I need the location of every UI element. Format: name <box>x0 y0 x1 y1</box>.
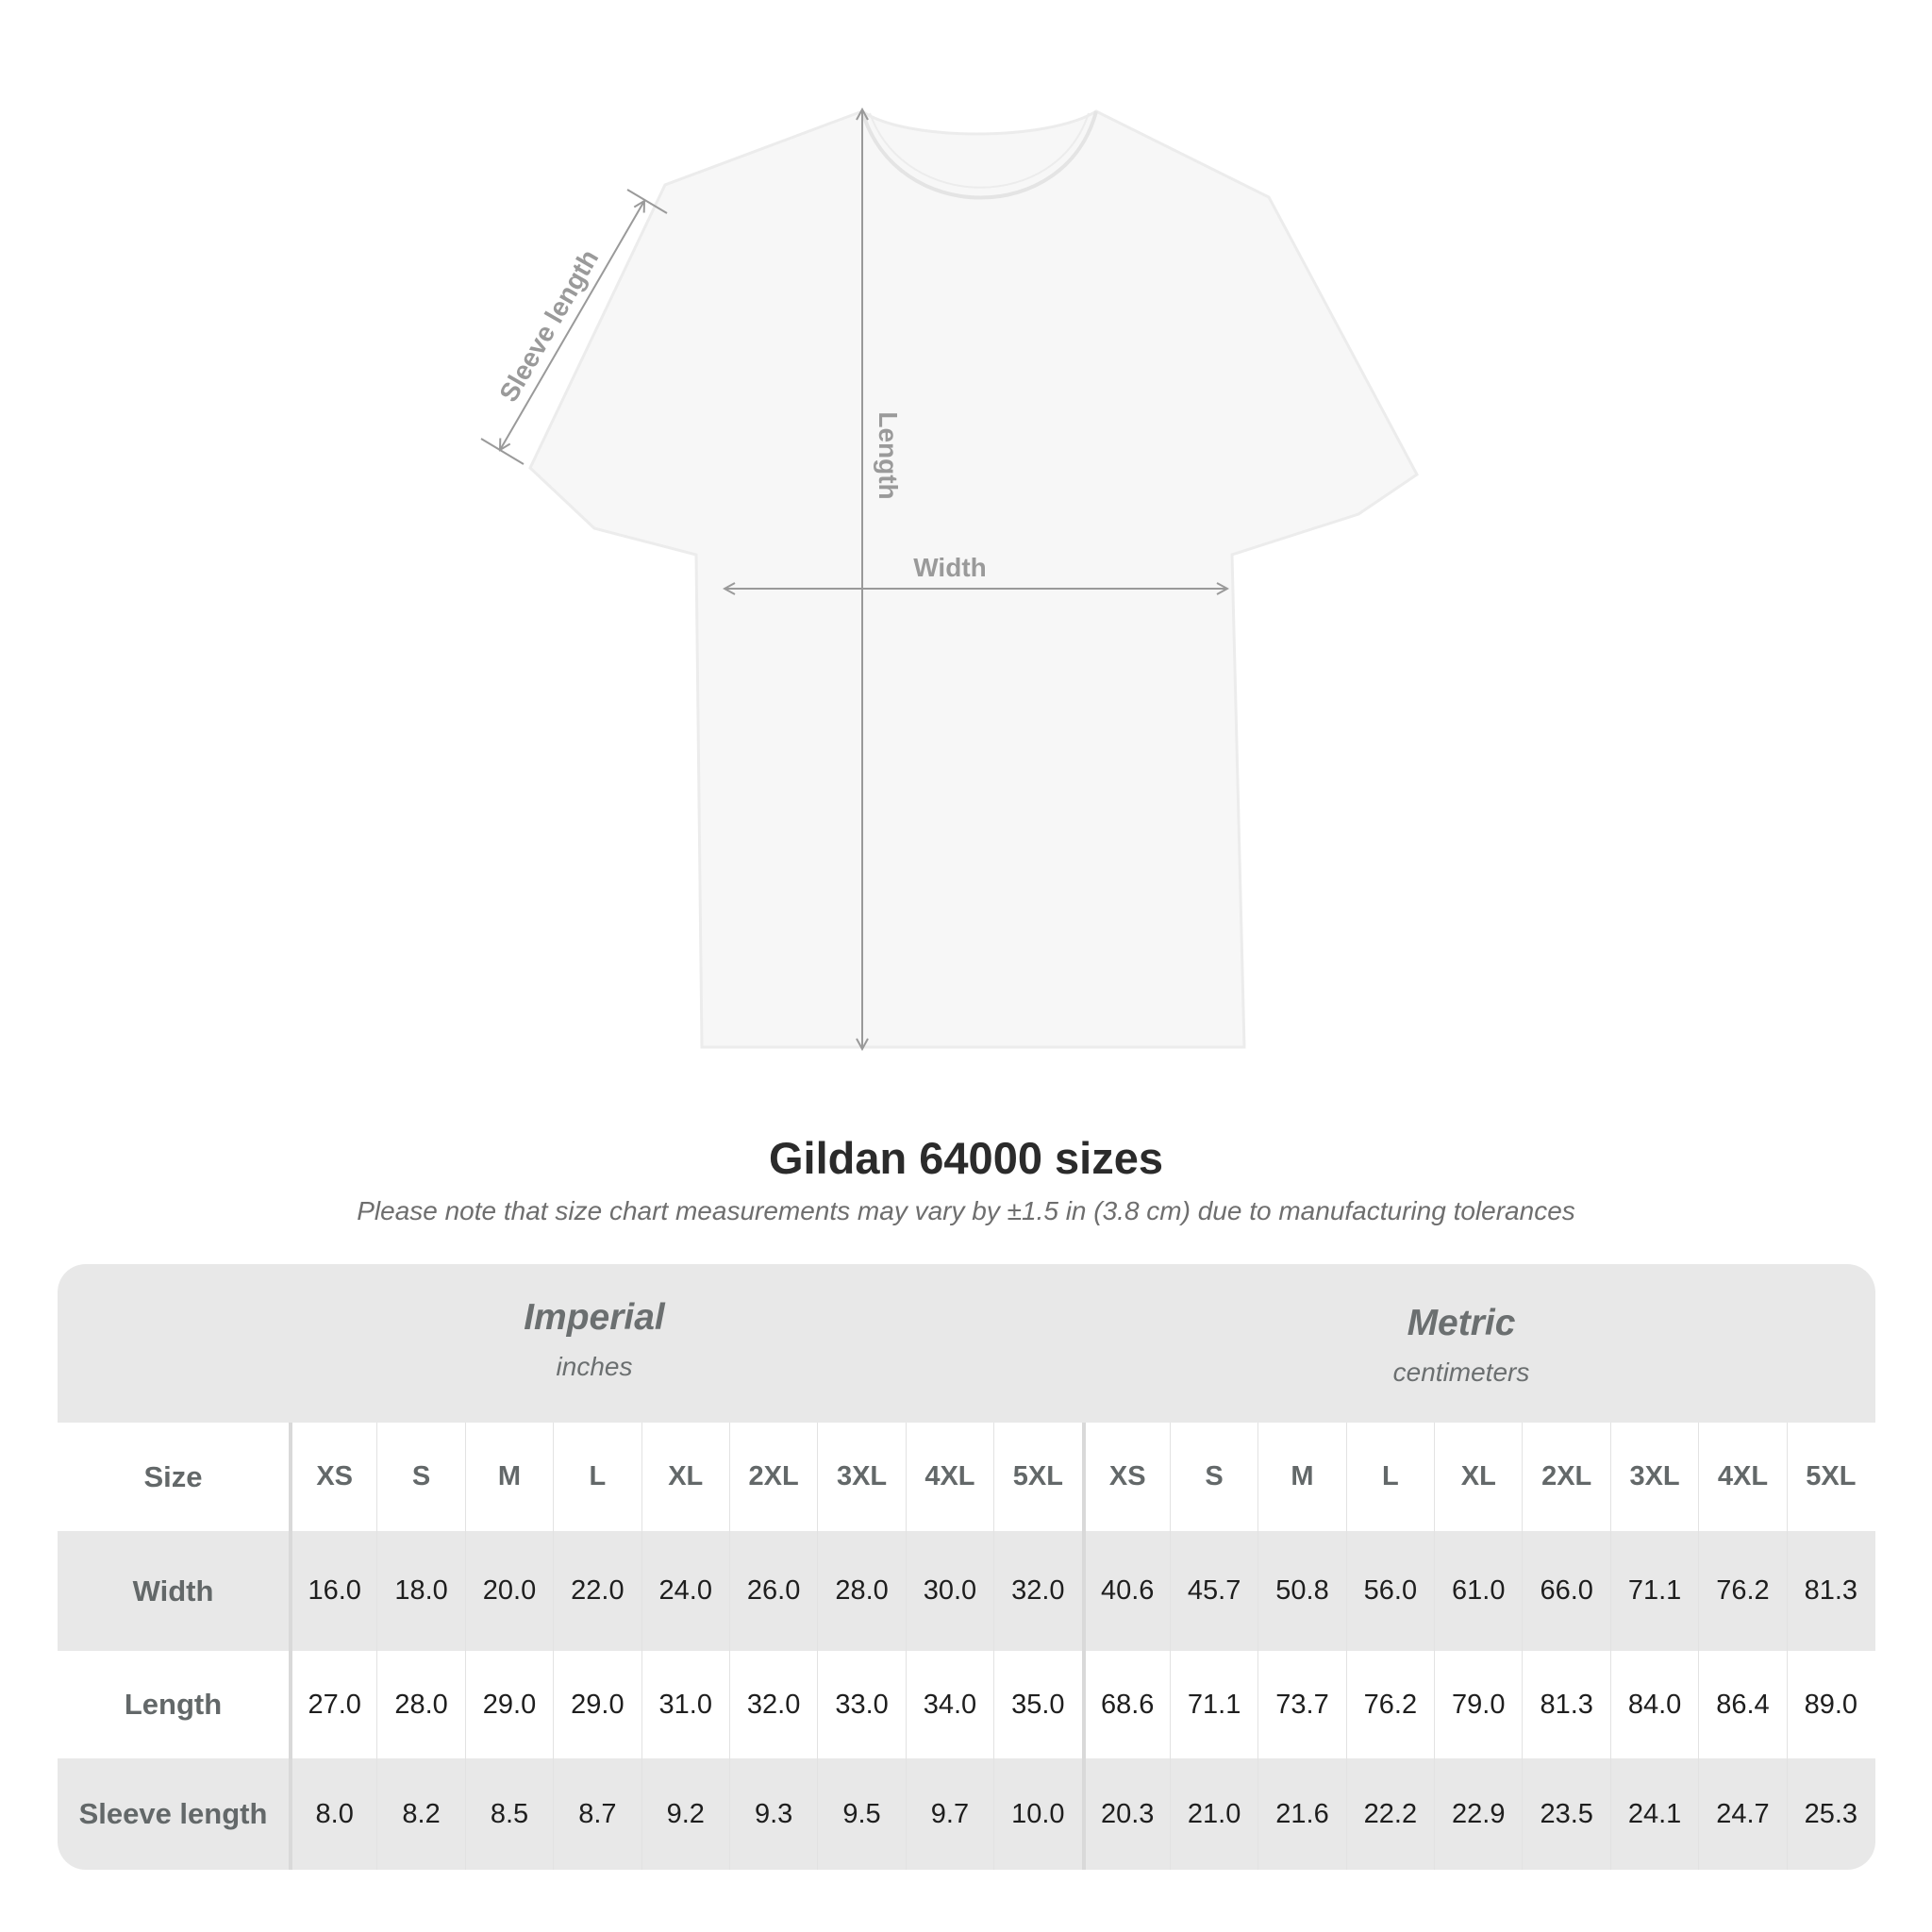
size-header-row: Size XS S M L XL 2XL 3XL 4XL 5XL XS S M L XL 2XL 3XL 4XL 5… <box>58 1423 1875 1531</box>
imperial-value-cell: 30.0 <box>905 1531 993 1651</box>
row-label: Length <box>124 1688 223 1721</box>
metric-value-cell: 73.7 <box>1257 1651 1345 1758</box>
imperial-value-cell: 34.0 <box>905 1651 993 1758</box>
row-band-sleeve <box>58 1758 1875 1870</box>
imperial-value-cell: 35.0 <box>993 1651 1081 1758</box>
row-band-width <box>58 1531 1875 1651</box>
imperial-header: Imperial inches <box>311 1297 877 1382</box>
metric-value-cell: 40.6 <box>1081 1531 1170 1651</box>
imperial-value-cell: 29.0 <box>553 1651 641 1758</box>
imperial-value-cell: 26.0 <box>728 1531 817 1651</box>
imperial-value-cell: 32.0 <box>993 1531 1081 1651</box>
imperial-value-cell: 33.0 <box>817 1651 905 1758</box>
tshirt-collar <box>860 110 1098 200</box>
size-table: Imperial inches Metric centimeters Size X… <box>58 1264 1875 1870</box>
metric-header: Metric centimeters <box>1178 1303 1744 1388</box>
imperial-size-cell: 4XL <box>905 1423 993 1531</box>
metric-value-cell: 79.0 <box>1434 1651 1522 1758</box>
imperial-size-cell: XS <box>289 1423 376 1531</box>
page-title: Gildan 64000 sizes <box>768 1133 1164 1183</box>
imperial-value-cell: 8.0 <box>289 1758 376 1870</box>
metric-value-cell: 76.2 <box>1345 1651 1434 1758</box>
table-header-band <box>58 1264 1875 1423</box>
metric-title: Metric <box>1407 1303 1516 1343</box>
metric-value-cell: 68.6 <box>1081 1651 1170 1758</box>
metric-value-cell: 45.7 <box>1169 1531 1257 1651</box>
row-label: Width <box>132 1574 214 1607</box>
metric-unit: centimeters <box>1392 1357 1530 1387</box>
metric-value-cell: 71.1 <box>1609 1531 1698 1651</box>
imperial-value-cell: 9.5 <box>817 1758 905 1870</box>
width-label: Width <box>913 553 987 582</box>
imperial-value-cell: 31.0 <box>641 1651 729 1758</box>
metric-value-cell: 61.0 <box>1434 1531 1522 1651</box>
imperial-title: Imperial <box>524 1297 665 1338</box>
metric-value-cell: 23.5 <box>1522 1758 1609 1870</box>
imperial-value-cell: 32.0 <box>728 1651 817 1758</box>
imperial-size-cell: M <box>464 1423 553 1531</box>
table-row: Width 16.0 18.0 20.0 22.0 24.0 26.0 28.0 30.0 32.… <box>58 1531 1875 1651</box>
metric-value-cell: 66.0 <box>1522 1531 1609 1651</box>
row-label: Sleeve length <box>78 1797 268 1830</box>
imperial-value-cell: 20.0 <box>464 1531 553 1651</box>
metric-value-cell: 24.7 <box>1698 1758 1786 1870</box>
metric-size-cell: 4XL <box>1698 1423 1786 1531</box>
metric-value-cell: 76.2 <box>1698 1531 1786 1651</box>
imperial-value-cell: 10.0 <box>993 1758 1081 1870</box>
imperial-value-cell: 9.7 <box>905 1758 993 1870</box>
imperial-size-cell: S <box>376 1423 464 1531</box>
imperial-size-cell: XL <box>641 1423 729 1531</box>
metric-size-cell: 3XL <box>1609 1423 1698 1531</box>
imperial-value-cell: 16.0 <box>289 1531 376 1651</box>
imperial-unit: inches <box>556 1352 633 1381</box>
table-row: Sleeve length 8.0 8.2 8.5 8.7 9.2 9.3 9.5 9.7 10.… <box>58 1758 1875 1870</box>
metric-value-cell: 20.3 <box>1081 1758 1170 1870</box>
metric-value-cell: 86.4 <box>1698 1651 1786 1758</box>
imperial-size-cell: 3XL <box>817 1423 905 1531</box>
tshirt-shape <box>528 109 1419 1049</box>
metric-value-cell: 81.3 <box>1786 1531 1874 1651</box>
row-label: Size <box>143 1459 203 1493</box>
metric-value-cell: 71.1 <box>1169 1651 1257 1758</box>
metric-value-cell: 21.0 <box>1169 1758 1257 1870</box>
imperial-value-cell: 28.0 <box>376 1651 464 1758</box>
metric-value-cell: 22.2 <box>1345 1758 1434 1870</box>
metric-size-cell: 5XL <box>1786 1423 1874 1531</box>
metric-size-cell: S <box>1169 1423 1257 1531</box>
metric-value-cell: 25.3 <box>1786 1758 1874 1870</box>
tolerance-note: Please note that size chart measurements… <box>357 1196 1575 1225</box>
imperial-value-cell: 27.0 <box>289 1651 376 1758</box>
metric-value-cell: 89.0 <box>1786 1651 1874 1758</box>
imperial-value-cell: 9.3 <box>728 1758 817 1870</box>
metric-value-cell: 84.0 <box>1609 1651 1698 1758</box>
imperial-value-cell: 18.0 <box>376 1531 464 1651</box>
imperial-value-cell: 8.7 <box>553 1758 641 1870</box>
imperial-size-cell: 5XL <box>993 1423 1081 1531</box>
metric-value-cell: 24.1 <box>1609 1758 1698 1870</box>
imperial-value-cell: 29.0 <box>464 1651 553 1758</box>
metric-value-cell: 56.0 <box>1345 1531 1434 1651</box>
imperial-value-cell: 8.2 <box>376 1758 464 1870</box>
metric-size-cell: M <box>1257 1423 1345 1531</box>
imperial-size-cell: 2XL <box>728 1423 817 1531</box>
tshirt-diagram: Width Length Sleeve length <box>480 0 1419 1094</box>
metric-size-cell: L <box>1345 1423 1434 1531</box>
sleeve-arrow <box>500 201 644 450</box>
metric-size-cell: XL <box>1434 1423 1522 1531</box>
metric-size-cell: XS <box>1081 1423 1170 1531</box>
imperial-value-cell: 22.0 <box>553 1531 641 1651</box>
imperial-value-cell: 28.0 <box>817 1531 905 1651</box>
metric-value-cell: 22.9 <box>1434 1758 1522 1870</box>
metric-value-cell: 81.3 <box>1522 1651 1609 1758</box>
imperial-value-cell: 24.0 <box>641 1531 729 1651</box>
metric-value-cell: 21.6 <box>1257 1758 1345 1870</box>
table-row: Length 27.0 28.0 29.0 29.0 31.0 32.0 33.0 34.0 35… <box>58 1651 1875 1758</box>
metric-value-cell: 50.8 <box>1257 1531 1345 1651</box>
length-label: Length <box>874 411 903 499</box>
imperial-value-cell: 8.5 <box>464 1758 553 1870</box>
imperial-size-cell: L <box>553 1423 641 1531</box>
metric-size-cell: 2XL <box>1522 1423 1609 1531</box>
imperial-value-cell: 9.2 <box>641 1758 729 1870</box>
